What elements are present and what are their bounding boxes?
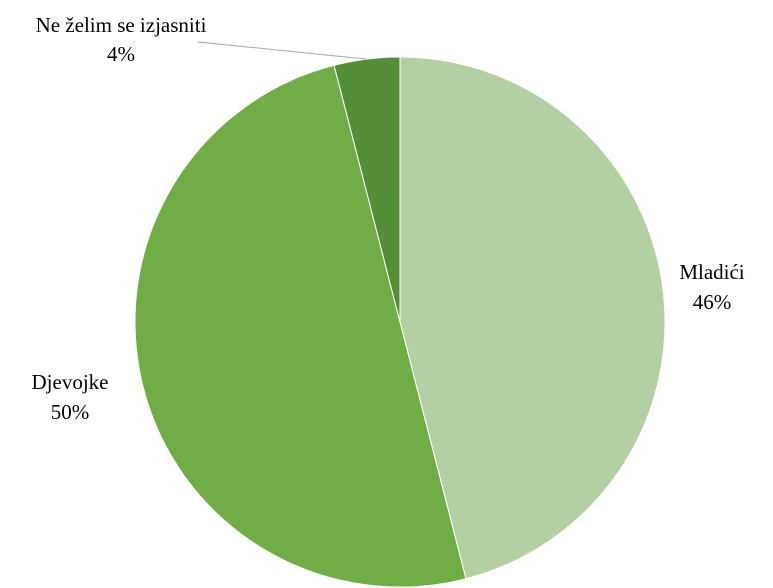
- slice-label-mladici: Mladići: [679, 260, 744, 284]
- slice-value-mladici: 46%: [693, 290, 732, 314]
- leader-line-ne-zelim: [197, 41, 367, 60]
- leader-lines: [197, 41, 367, 60]
- slice-label-ne-zelim: Ne želim se izjasniti: [36, 13, 207, 37]
- slice-label-djevojke: Djevojke: [32, 370, 109, 394]
- pie-slices: [134, 56, 666, 588]
- slice-ne-zelim: [333, 56, 401, 323]
- slice-djevojke: [134, 64, 467, 588]
- slice-value-ne-zelim: 4%: [107, 42, 135, 66]
- slice-mladici: [399, 56, 666, 580]
- slice-value-djevojke: 50%: [51, 400, 90, 424]
